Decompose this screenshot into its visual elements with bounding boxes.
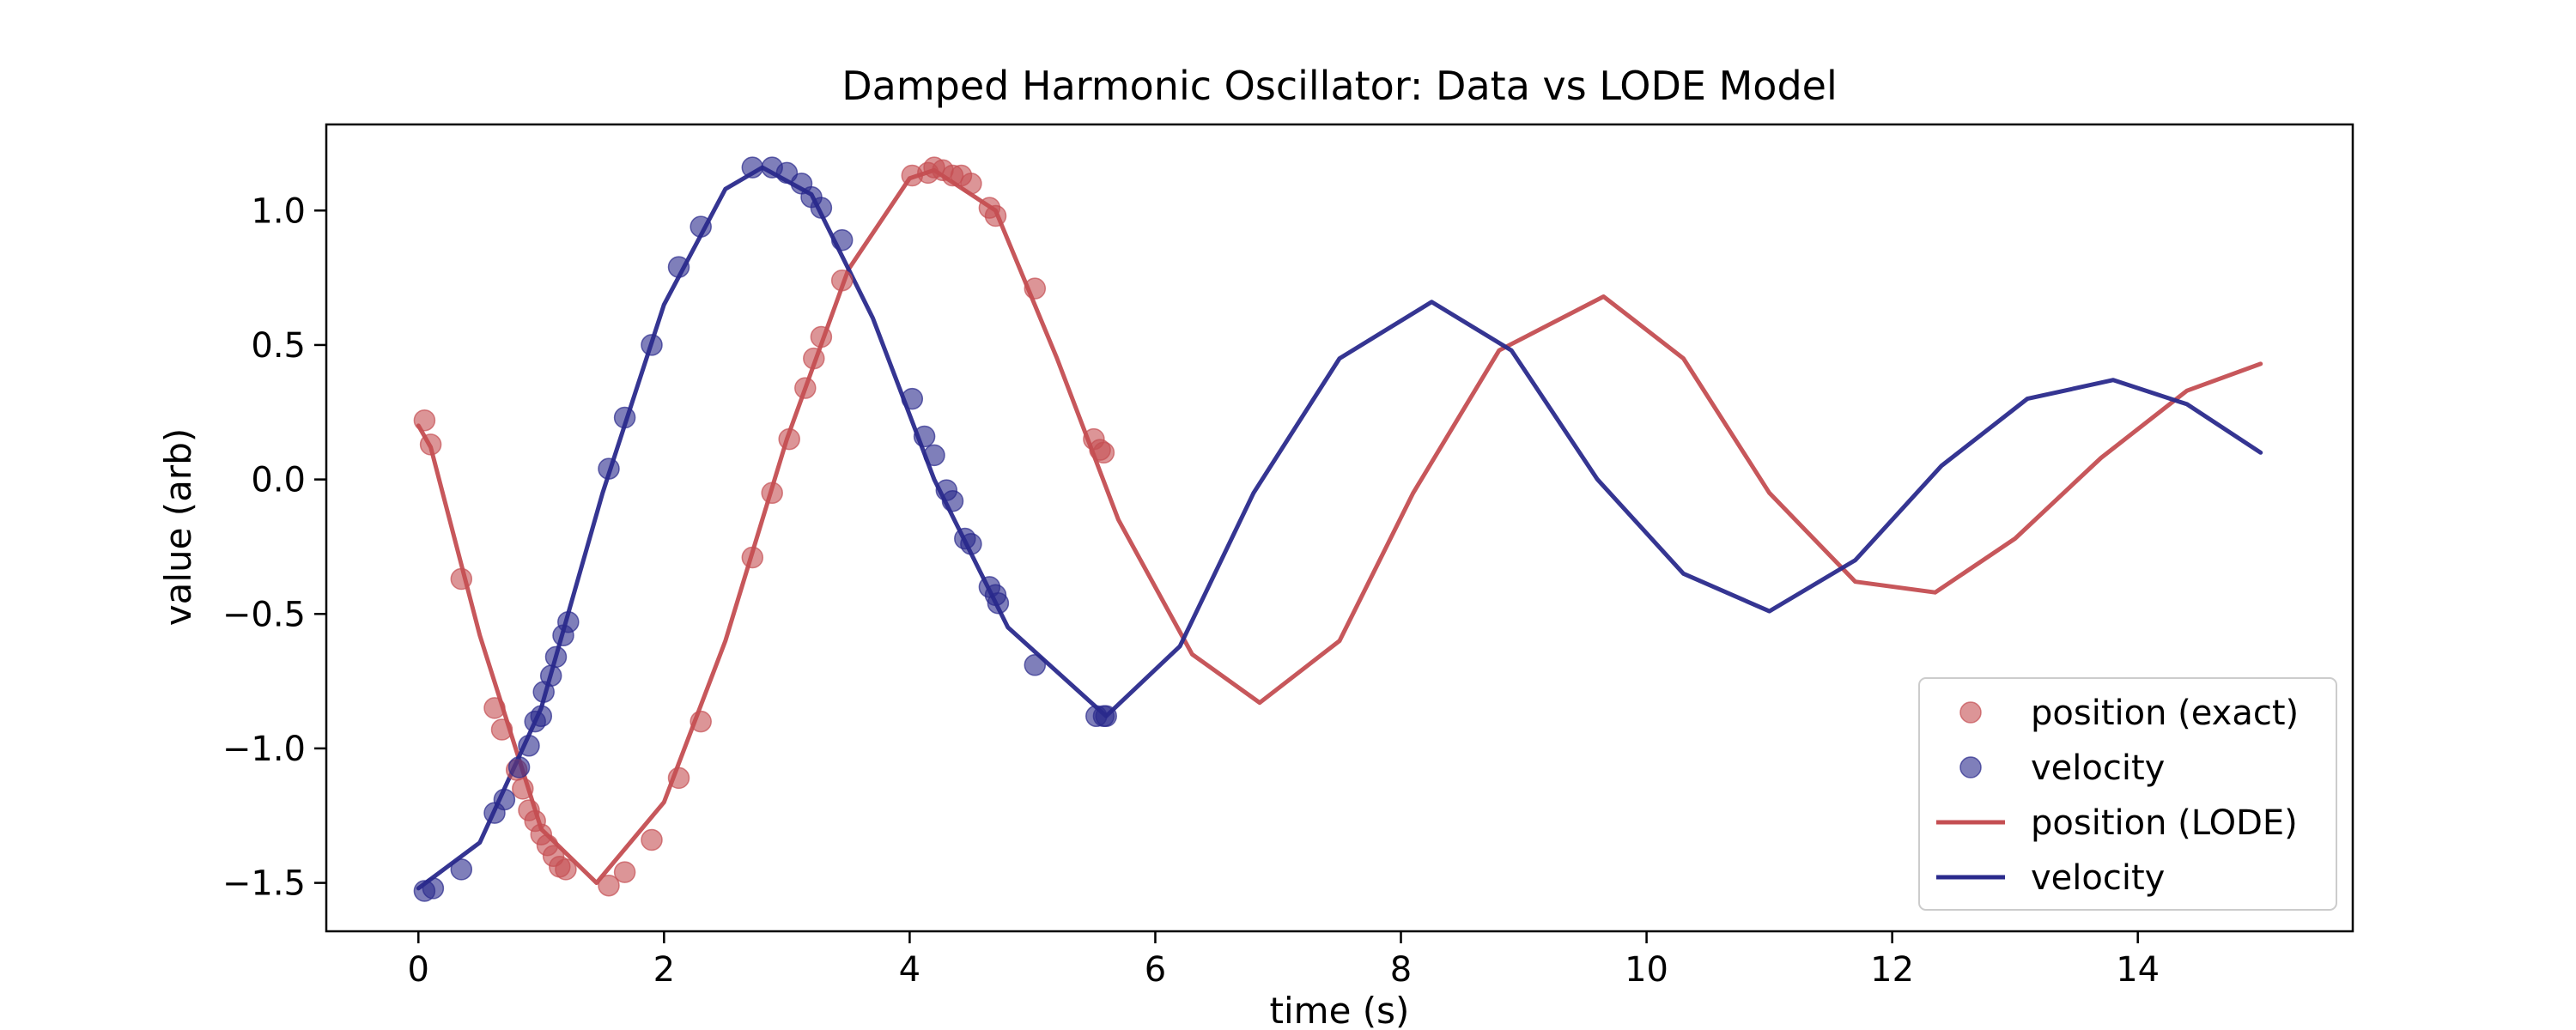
data-point-0-34 — [984, 204, 1007, 227]
data-point-1-27 — [913, 425, 936, 448]
data-point-0-22 — [794, 377, 817, 399]
y-tick-label: 0.0 — [251, 461, 306, 500]
x-tick-label: 8 — [1390, 950, 1412, 990]
data-point-1-1 — [422, 877, 445, 900]
legend-label-3: velocity — [2031, 858, 2165, 898]
legend-marker-0 — [1959, 701, 1982, 724]
x-axis-label: time (s) — [1270, 990, 1410, 1030]
data-point-0-35 — [1024, 277, 1047, 300]
legend-label-2: position (LODE) — [2031, 803, 2298, 843]
data-point-0-20 — [761, 482, 783, 505]
data-point-0-18 — [690, 710, 712, 733]
plot-area — [413, 156, 2263, 902]
y-axis-label: value (arb) — [157, 428, 199, 627]
y-tick-label: −1.5 — [222, 864, 306, 904]
legend-box — [1918, 677, 2337, 911]
data-point-0-17 — [667, 766, 690, 790]
series-line-3 — [416, 165, 2263, 891]
plot-frame — [325, 123, 2354, 933]
data-point-1-17 — [667, 256, 690, 278]
data-point-1-2 — [450, 858, 473, 881]
data-point-1-35 — [987, 591, 1010, 615]
y-tick-label: 0.5 — [251, 326, 306, 366]
x-tick-label: 10 — [1625, 950, 1668, 990]
data-point-1-11 — [544, 645, 568, 669]
data-point-0-38 — [1092, 441, 1115, 464]
x-tick-label: 14 — [2116, 950, 2160, 990]
data-point-1-24 — [810, 197, 833, 219]
data-point-1-18 — [690, 215, 712, 238]
data-point-0-4 — [490, 718, 513, 741]
data-point-1-36 — [1024, 654, 1047, 676]
data-point-0-0 — [413, 409, 436, 432]
data-point-0-1 — [419, 433, 442, 456]
legend-label-1: velocity — [2031, 748, 2165, 788]
data-point-0-6 — [512, 778, 534, 800]
data-point-1-26 — [901, 387, 924, 410]
chart-title: Damped Harmonic Oscillator: Data vs LODE… — [841, 63, 1838, 109]
data-point-1-13 — [557, 610, 580, 633]
data-point-0-24 — [810, 325, 833, 348]
data-point-1-16 — [641, 334, 663, 356]
x-tick-label: 12 — [1870, 950, 1914, 990]
axis-ticks: 0 2 4 6 8 10 12 14 1.0 0.5 0.0 −0.5 −1.0 −1.5 — [222, 191, 2160, 990]
data-point-0-16 — [641, 828, 663, 851]
data-point-1-39 — [1095, 705, 1117, 728]
data-point-1-28 — [923, 444, 945, 467]
data-point-1-4 — [493, 788, 516, 811]
legend: position (exact) velocity position (LODE) v… — [1918, 677, 2337, 911]
data-point-1-6 — [518, 735, 540, 757]
x-tick-label: 4 — [899, 950, 920, 990]
data-point-1-32 — [960, 533, 982, 555]
x-tick-label: 6 — [1145, 950, 1166, 990]
x-tick-label: 0 — [408, 950, 429, 990]
data-point-0-21 — [778, 427, 800, 451]
data-point-0-25 — [830, 269, 854, 292]
data-point-0-32 — [960, 173, 982, 195]
data-point-1-10 — [539, 664, 562, 688]
legend-marker-1 — [1959, 756, 1982, 779]
data-point-1-8 — [530, 705, 553, 728]
data-point-0-13 — [555, 858, 577, 881]
data-point-1-5 — [507, 756, 531, 779]
legend-label-0: position (exact) — [2031, 694, 2299, 733]
x-tick-label: 2 — [653, 950, 675, 990]
y-tick-label: 1.0 — [251, 191, 306, 231]
data-point-0-14 — [598, 874, 620, 897]
y-tick-label: −0.5 — [222, 595, 306, 634]
data-point-1-21 — [775, 161, 799, 185]
data-point-0-23 — [803, 347, 825, 370]
data-point-0-3 — [483, 697, 506, 719]
data-point-1-30 — [941, 489, 964, 512]
y-tick-label: −1.0 — [222, 730, 306, 769]
data-point-0-15 — [613, 861, 636, 883]
series-line-2 — [416, 167, 2263, 886]
data-point-1-14 — [598, 457, 620, 480]
data-point-0-19 — [741, 546, 764, 569]
data-point-1-25 — [830, 228, 854, 251]
data-point-1-19 — [741, 156, 764, 179]
data-point-1-15 — [613, 406, 636, 429]
data-point-0-2 — [450, 567, 473, 591]
